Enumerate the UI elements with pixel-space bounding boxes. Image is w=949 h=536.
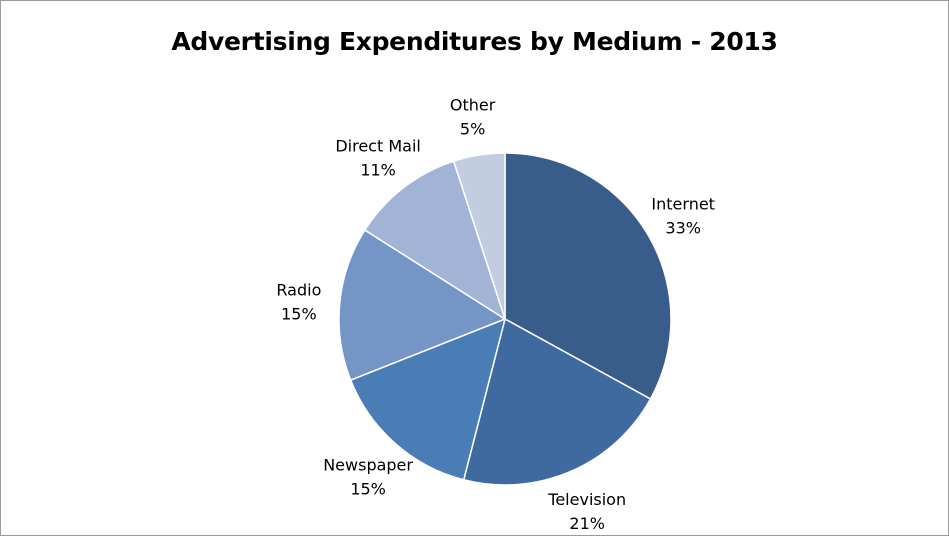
slice-category-label: Radio [276,281,321,300]
slice-label-radio: Radio 15% [276,281,321,324]
slice-category-label: Other [450,96,496,115]
slice-value-label: 33% [665,219,701,238]
slice-label-internet: Internet 33% [651,195,715,238]
pie-slice-internet [504,152,672,400]
slice-label-other: Other 5% [450,96,496,139]
slice-value-label: 15% [281,305,317,324]
pie-slice-direct-mail [363,160,507,321]
slice-category-label: Newspaper [323,455,413,474]
slice-value-label: 11% [360,160,396,179]
pie-slice-radio [338,229,507,382]
slice-value-label: 21% [569,514,605,533]
slice-value-label: 5% [460,120,485,139]
chart-title: Advertising Expenditures by Medium - 201… [171,27,778,56]
slice-category-label: Internet [651,195,715,214]
slice-label-television: Television 21% [547,490,626,533]
pie-slice-other [452,152,506,320]
pie-slice-television [462,317,652,486]
slice-category-label: Direct Mail [335,136,421,155]
slice-category-label: Television [547,490,626,509]
slice-label-direct-mail: Direct Mail 11% [335,136,421,179]
slice-label-newspaper: Newspaper 15% [323,455,413,498]
pie-slice-newspaper [349,317,507,481]
slice-value-label: 15% [350,479,386,498]
